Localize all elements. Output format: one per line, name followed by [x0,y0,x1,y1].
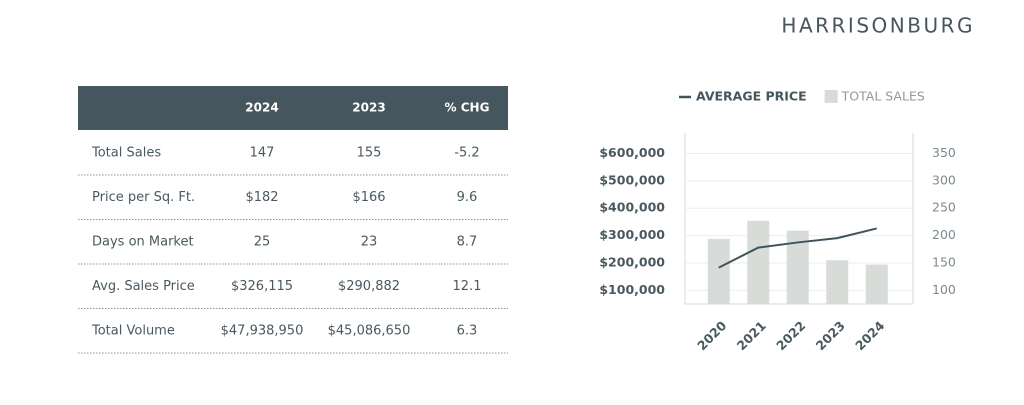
table-cell: 12.1 [453,279,482,294]
bar [786,230,809,304]
row-label: Avg. Sales Price [92,279,195,294]
y2-tick-label: 100 [932,282,956,297]
legend-label: AVERAGE PRICE [696,89,807,104]
legend-label: TOTAL SALES [841,89,925,104]
y-tick-label: $300,000 [599,227,665,242]
row-label: Total Volume [91,324,175,339]
bar [826,260,849,304]
page-title: HARRISONBURG [781,14,975,38]
table-cell: 25 [254,235,271,250]
table-cell: $326,115 [231,279,293,294]
x-tick-label: 2020 [694,318,729,353]
table-cell: 9.6 [457,190,478,205]
bar [865,264,888,304]
y2-tick-label: 150 [932,254,956,269]
y-tick-label: $100,000 [599,282,665,297]
x-tick-label: 2023 [813,318,848,353]
y2-tick-label: 350 [932,145,956,160]
bar [707,238,730,304]
row-label: Total Sales [91,146,161,161]
table-cell: 147 [250,146,275,161]
legend-swatch [824,90,838,103]
column-header: 2023 [352,101,385,115]
column-header: % CHG [445,101,490,115]
table-cell: $45,086,650 [328,324,411,339]
y2-tick-label: 300 [932,172,956,187]
table-cell: 155 [357,146,382,161]
x-tick-label: 2022 [773,318,808,353]
y-tick-label: $500,000 [599,172,665,187]
line [718,227,877,269]
table-cell: 6.3 [457,324,478,339]
table-cell: -5.2 [454,146,479,161]
row-label: Price per Sq. Ft. [92,190,195,205]
table-cell: 23 [361,235,378,250]
table-cell: $182 [245,190,278,205]
table-header-bg [78,86,508,130]
table-cell: 8.7 [457,235,478,250]
y2-tick-label: 250 [932,200,956,215]
column-header: 2024 [245,101,278,115]
y2-tick-label: 200 [932,227,956,242]
y-tick-label: $400,000 [599,200,665,215]
y-tick-label: $200,000 [599,254,665,269]
table-cell: $47,938,950 [221,324,304,339]
table-cell: $290,882 [338,279,400,294]
y-tick-label: $600,000 [599,145,665,160]
x-tick-label: 2024 [852,318,887,353]
bar [747,220,770,304]
x-tick-label: 2021 [734,318,769,353]
table-cell: $166 [352,190,385,205]
row-label: Days on Market [92,235,194,250]
